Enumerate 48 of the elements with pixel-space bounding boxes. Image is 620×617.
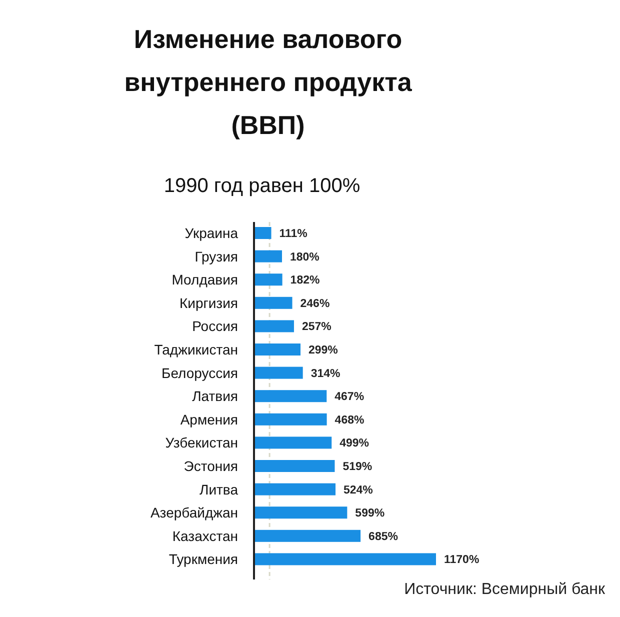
bar (254, 460, 335, 472)
bar (254, 274, 282, 286)
data-label: 246% (300, 298, 330, 310)
bar (254, 366, 303, 379)
data-label: 257% (302, 321, 332, 334)
bar (254, 320, 294, 332)
y-tick-label: Казахстан (172, 528, 238, 544)
bar (254, 530, 361, 542)
y-tick-label: Украина (184, 225, 238, 241)
y-tick-label: Латвия (192, 388, 238, 404)
y-tick-label: Литва (200, 481, 238, 498)
chart-subtitle: 1990 год равен 100% (164, 175, 360, 197)
y-tick-label: Эстония (184, 458, 238, 474)
bar (254, 483, 336, 496)
bar (254, 296, 292, 309)
y-tick-label: Россия (192, 318, 238, 334)
y-tick-label: Азербайджан (150, 504, 238, 521)
bar (254, 390, 327, 402)
y-tick-label: Туркмения (168, 551, 238, 568)
data-label: 519% (342, 461, 372, 473)
bar (254, 413, 327, 426)
y-tick-label: Белоруссия (162, 364, 238, 381)
bar (254, 227, 272, 239)
bar (254, 553, 436, 566)
y-tick-label: Киргизия (179, 294, 238, 311)
data-label: 468% (334, 414, 364, 426)
data-label: 314% (310, 368, 340, 380)
bar (254, 250, 282, 262)
bar (254, 506, 348, 519)
data-label: 467% (334, 391, 364, 404)
bar (254, 344, 301, 356)
data-label: 599% (355, 508, 385, 520)
y-tick-label: Грузия (194, 248, 238, 264)
data-label: 524% (344, 484, 373, 496)
y-tick-label: Армения (180, 411, 238, 428)
data-label: 1170% (444, 554, 480, 566)
y-tick-label: Таджикистан (154, 342, 238, 358)
text: Источник: Всемирный банк (404, 581, 606, 598)
chart-title: Изменение валового внутреннего продукта (ВВП) (124, 24, 412, 140)
y-tick-label: Узбекистан (165, 434, 238, 451)
data-label: 685% (368, 530, 398, 543)
data-label: 111% (279, 228, 308, 240)
y-tick-label: Молдавия (172, 272, 238, 288)
bar (254, 436, 332, 449)
data-label: 180% (290, 251, 320, 264)
data-label: 499% (340, 438, 370, 450)
data-label: 299% (308, 344, 338, 356)
data-label: 182% (290, 274, 320, 287)
